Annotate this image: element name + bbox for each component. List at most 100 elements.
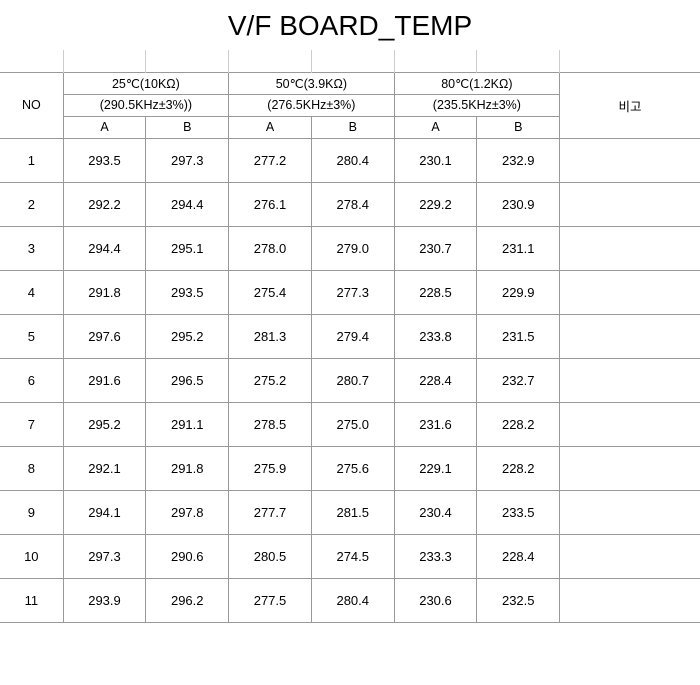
table-row: 1293.5297.3277.2280.4230.1232.9 (0, 138, 700, 182)
cell: 228.4 (394, 358, 477, 402)
remark-cell (560, 226, 700, 270)
no-cell: 8 (0, 446, 63, 490)
cell: 229.9 (477, 270, 560, 314)
header-group-1-a: A (229, 116, 312, 138)
no-cell: 5 (0, 314, 63, 358)
cell: 277.7 (229, 490, 312, 534)
table-row: 3294.4295.1278.0279.0230.7231.1 (0, 226, 700, 270)
header-row-1: NO 25℃(10KΩ) 50℃(3.9KΩ) 80℃(1.2KΩ) 비고 (0, 72, 700, 94)
cell: 230.7 (394, 226, 477, 270)
cell: 231.5 (477, 314, 560, 358)
remark-cell (560, 490, 700, 534)
cell: 297.6 (63, 314, 146, 358)
cell: 280.4 (311, 138, 394, 182)
cell: 293.9 (63, 578, 146, 622)
cell: 229.2 (394, 182, 477, 226)
cell: 293.5 (63, 138, 146, 182)
cell: 277.5 (229, 578, 312, 622)
cell: 230.9 (477, 182, 560, 226)
cell: 291.8 (63, 270, 146, 314)
cell: 233.5 (477, 490, 560, 534)
no-cell: 1 (0, 138, 63, 182)
header-group-0-b: B (146, 116, 229, 138)
cell: 228.4 (477, 534, 560, 578)
cell: 294.1 (63, 490, 146, 534)
cell: 292.2 (63, 182, 146, 226)
remark-cell (560, 534, 700, 578)
remark-cell (560, 270, 700, 314)
remark-cell (560, 358, 700, 402)
cell: 232.7 (477, 358, 560, 402)
cell: 230.4 (394, 490, 477, 534)
cell: 233.3 (394, 534, 477, 578)
cell: 279.4 (311, 314, 394, 358)
table-row: 4291.8293.5275.4277.3228.5229.9 (0, 270, 700, 314)
cell: 279.0 (311, 226, 394, 270)
cell: 291.8 (146, 446, 229, 490)
header-group-1-mid: (276.5KHz±3%) (229, 94, 395, 116)
no-cell: 11 (0, 578, 63, 622)
data-table: NO 25℃(10KΩ) 50℃(3.9KΩ) 80℃(1.2KΩ) 비고 (2… (0, 50, 700, 623)
no-cell: 4 (0, 270, 63, 314)
cell: 275.0 (311, 402, 394, 446)
cell: 277.3 (311, 270, 394, 314)
spacer-row (0, 50, 700, 72)
cell: 281.5 (311, 490, 394, 534)
cell: 295.2 (146, 314, 229, 358)
cell: 281.3 (229, 314, 312, 358)
remark-cell (560, 446, 700, 490)
header-group-1-top: 50℃(3.9KΩ) (229, 72, 395, 94)
cell: 231.1 (477, 226, 560, 270)
no-cell: 3 (0, 226, 63, 270)
header-group-0-mid: (290.5KHz±3%)) (63, 94, 229, 116)
header-no: NO (0, 72, 63, 138)
no-cell: 2 (0, 182, 63, 226)
table-row: 10297.3290.6280.5274.5233.3228.4 (0, 534, 700, 578)
cell: 296.5 (146, 358, 229, 402)
cell: 277.2 (229, 138, 312, 182)
remark-cell (560, 402, 700, 446)
header-remark: 비고 (560, 72, 700, 138)
cell: 291.6 (63, 358, 146, 402)
cell: 296.2 (146, 578, 229, 622)
header-group-0-a: A (63, 116, 146, 138)
cell: 297.3 (63, 534, 146, 578)
cell: 228.2 (477, 402, 560, 446)
cell: 297.8 (146, 490, 229, 534)
table-row: 11293.9296.2277.5280.4230.6232.5 (0, 578, 700, 622)
cell: 231.6 (394, 402, 477, 446)
cell: 290.6 (146, 534, 229, 578)
cell: 278.4 (311, 182, 394, 226)
cell: 275.4 (229, 270, 312, 314)
header-group-2-a: A (394, 116, 477, 138)
remark-cell (560, 182, 700, 226)
cell: 275.2 (229, 358, 312, 402)
cell: 228.2 (477, 446, 560, 490)
remark-cell (560, 578, 700, 622)
no-cell: 7 (0, 402, 63, 446)
cell: 228.5 (394, 270, 477, 314)
cell: 274.5 (311, 534, 394, 578)
cell: 275.9 (229, 446, 312, 490)
header-group-0-top: 25℃(10KΩ) (63, 72, 229, 94)
cell: 230.1 (394, 138, 477, 182)
header-group-2-top: 80℃(1.2KΩ) (394, 72, 560, 94)
table-row: 9294.1297.8277.7281.5230.4233.5 (0, 490, 700, 534)
cell: 233.8 (394, 314, 477, 358)
cell: 297.3 (146, 138, 229, 182)
cell: 294.4 (146, 182, 229, 226)
table-row: 8292.1291.8275.9275.6229.1228.2 (0, 446, 700, 490)
cell: 280.5 (229, 534, 312, 578)
cell: 280.7 (311, 358, 394, 402)
cell: 295.2 (63, 402, 146, 446)
cell: 278.5 (229, 402, 312, 446)
table-row: 6291.6296.5275.2280.7228.4232.7 (0, 358, 700, 402)
no-cell: 9 (0, 490, 63, 534)
no-cell: 10 (0, 534, 63, 578)
remark-cell (560, 138, 700, 182)
header-group-1-b: B (311, 116, 394, 138)
cell: 293.5 (146, 270, 229, 314)
cell: 294.4 (63, 226, 146, 270)
cell: 230.6 (394, 578, 477, 622)
cell: 291.1 (146, 402, 229, 446)
